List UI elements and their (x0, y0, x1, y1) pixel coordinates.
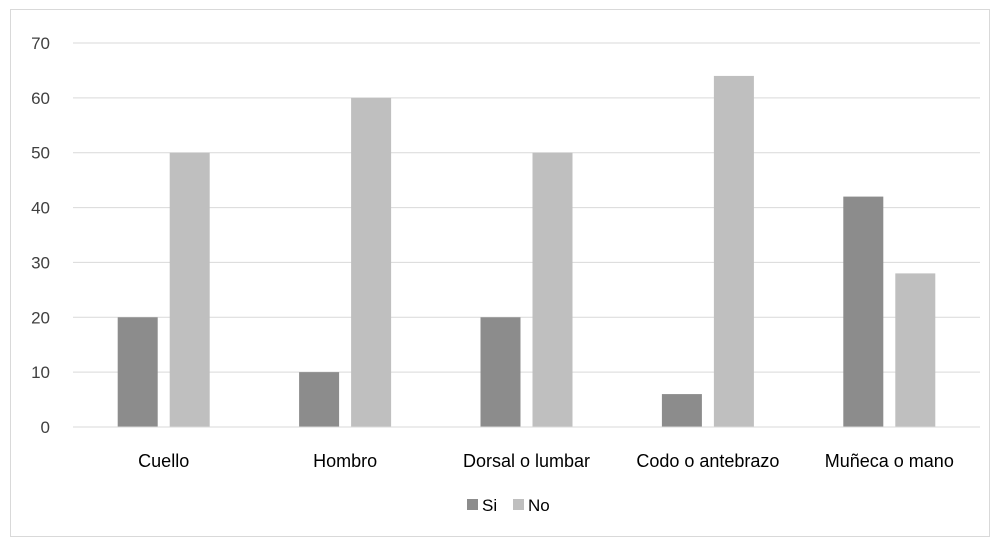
y-tick-label: 30 (31, 253, 50, 272)
x-category-label: Hombro (313, 451, 377, 471)
y-tick-label: 50 (31, 144, 50, 163)
y-axis-tick-labels: 0 10 20 30 40 50 60 70 (31, 34, 50, 437)
bar-no-0 (169, 152, 210, 427)
bar-si-1 (299, 372, 340, 427)
legend-swatch-si (467, 499, 478, 510)
x-category-label: Codo o antebrazo (636, 451, 779, 471)
x-category-label: Cuello (138, 451, 189, 471)
x-category-label: Muñeca o mano (825, 451, 954, 471)
y-tick-label: 10 (31, 363, 50, 382)
x-axis-category-labels: Cuello Hombro Dorsal o lumbar Codo o antebr… (138, 451, 954, 471)
legend-label-no: No (528, 496, 550, 515)
legend-label-si: Si (482, 496, 497, 515)
bar-si-4 (843, 196, 884, 427)
bar-si-2 (480, 317, 521, 427)
bar-no-2 (532, 152, 573, 427)
bar-no-4 (895, 273, 936, 427)
y-tick-label: 20 (31, 308, 50, 327)
legend: Si No (467, 496, 550, 515)
y-tick-label: 60 (31, 89, 50, 108)
x-category-label: Dorsal o lumbar (463, 451, 590, 471)
y-tick-label: 70 (31, 34, 50, 53)
bar-si-0 (117, 317, 158, 427)
y-tick-label: 0 (41, 418, 50, 437)
bar-no-3 (713, 75, 754, 428)
gridlines (73, 42, 980, 373)
bar-no-1 (351, 97, 392, 427)
bars (117, 75, 936, 428)
legend-swatch-no (513, 499, 524, 510)
bar-si-3 (661, 394, 702, 427)
y-tick-label: 40 (31, 199, 50, 218)
